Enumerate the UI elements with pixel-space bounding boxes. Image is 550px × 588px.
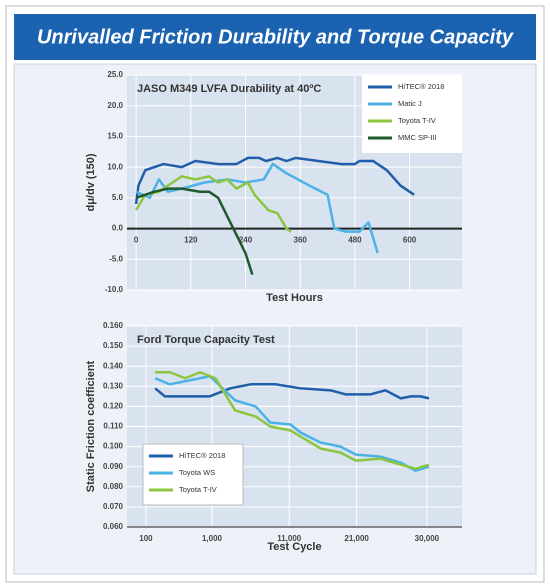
legend-label: Toyota T-IV — [398, 116, 436, 125]
y-tick-label: 15.0 — [107, 132, 123, 141]
x-tick-label: 100 — [139, 534, 153, 543]
plot-title: Ford Torque Capacity Test — [137, 334, 275, 346]
x-tick-label: 360 — [294, 236, 308, 245]
legend-label: HiTEC® 2018 — [398, 82, 444, 91]
x-tick-label: 11,000 — [277, 534, 302, 543]
series-line — [135, 175, 292, 233]
y-tick-label: 0.080 — [103, 482, 124, 491]
y-tick-label: 25.0 — [107, 70, 123, 79]
series-line — [155, 370, 430, 470]
y-tick-label: 10.0 — [107, 162, 123, 171]
y-tick-label: 5.0 — [112, 193, 124, 202]
header — [14, 14, 536, 60]
y-axis-label: Static Friction coefficient — [85, 360, 97, 492]
legend-label: MMC SP-III — [398, 133, 437, 142]
y-tick-label: 0.130 — [103, 381, 124, 390]
series-line — [135, 187, 254, 276]
legend-label: Matic J — [398, 99, 422, 108]
legend-label: Toyota WS — [179, 468, 215, 477]
y-tick-label: 0.110 — [103, 422, 123, 431]
y-tick-label: 20.0 — [107, 101, 123, 110]
y-tick-label: -5.0 — [109, 254, 123, 263]
x-tick-label: 0 — [134, 236, 139, 245]
y-tick-label: 0.140 — [103, 361, 124, 370]
x-axis-label: Test Hours — [266, 292, 323, 304]
y-tick-label: 0.160 — [103, 321, 124, 330]
y-tick-label: 0.090 — [103, 462, 124, 471]
y-axis-label: dμ/dv (150) — [85, 153, 97, 211]
y-tick-label: 0.100 — [103, 442, 124, 451]
x-tick-label: 600 — [403, 236, 417, 245]
y-tick-label: 0.120 — [103, 402, 124, 411]
x-tick-label: 480 — [348, 236, 362, 245]
y-tick-label: 0.070 — [103, 502, 124, 511]
y-tick-label: -10.0 — [105, 285, 124, 294]
y-tick-label: 0.0 — [112, 224, 124, 233]
y-tick-label: 0.060 — [103, 522, 124, 531]
x-tick-label: 1,000 — [202, 534, 223, 543]
series-line — [134, 156, 415, 205]
x-tick-label: 120 — [184, 236, 198, 245]
legend-label: Toyota T-IV — [179, 485, 217, 494]
series-line — [154, 383, 430, 400]
y-tick-label: 0.150 — [103, 341, 124, 350]
x-tick-label: 240 — [239, 236, 253, 245]
x-tick-label: 30,000 — [415, 534, 440, 543]
plot-title: JASO M349 LVFA Durability at 40ºC — [137, 83, 321, 95]
page-title: Unrivalled Friction Durability and Torqu… — [37, 26, 514, 48]
x-axis-label: Test Cycle — [267, 541, 321, 553]
legend-label: HiTEC® 2018 — [179, 451, 225, 460]
x-tick-label: 21,000 — [344, 534, 369, 543]
